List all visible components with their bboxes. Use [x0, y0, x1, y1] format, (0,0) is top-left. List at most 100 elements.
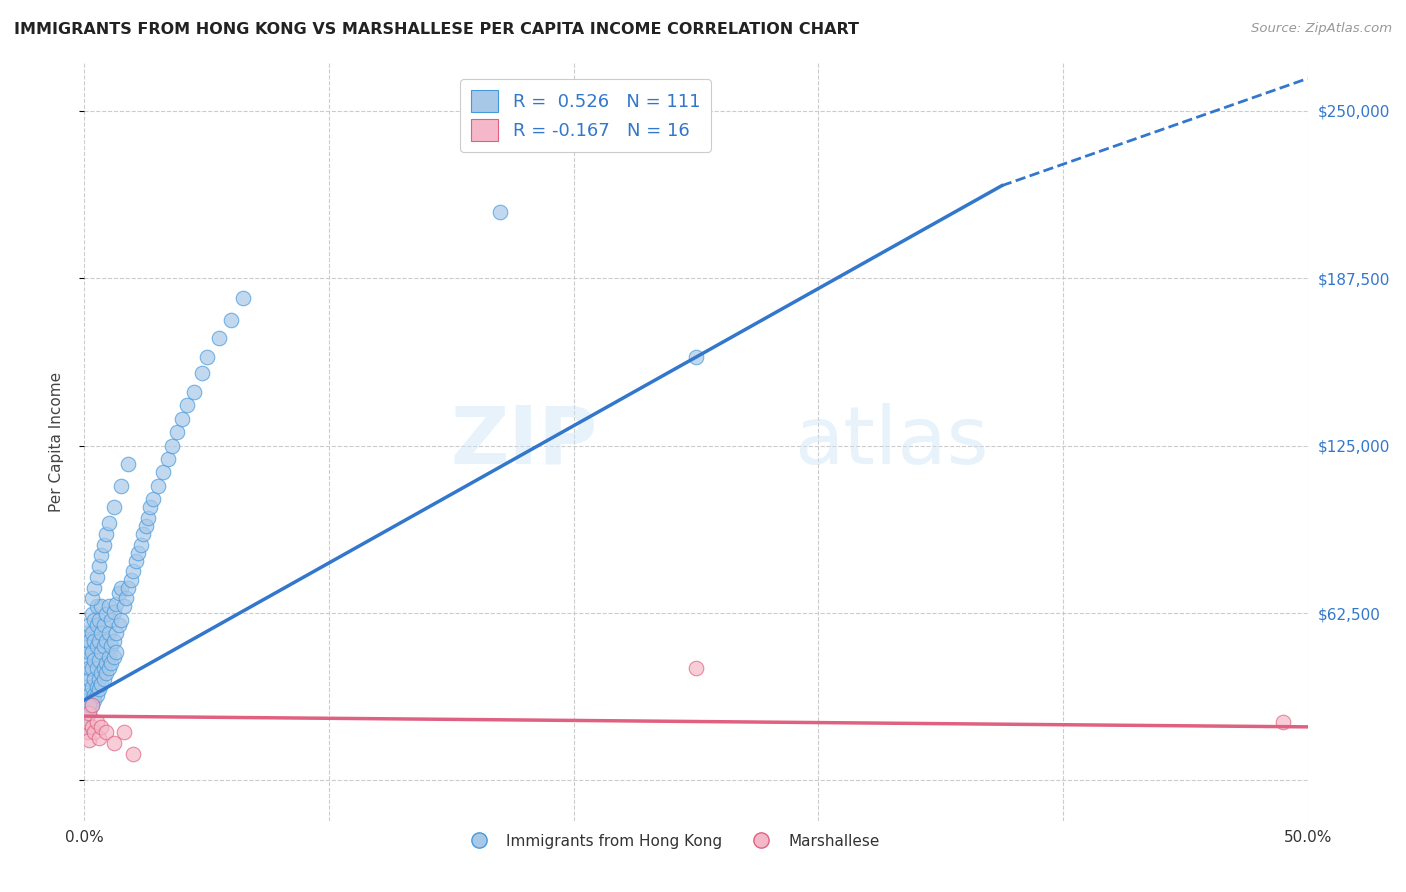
Point [76, 680, 98, 694]
Text: Source: ZipAtlas.com: Source: ZipAtlas.com [1251, 22, 1392, 36]
Point [117, 581, 139, 595]
Point [87, 653, 110, 667]
Point [115, 591, 138, 606]
Text: IMMIGRANTS FROM HONG KONG VS MARSHALLESE PER CAPITA INCOME CORRELATION CHART: IMMIGRANTS FROM HONG KONG VS MARSHALLESE… [14, 22, 859, 37]
Point [83, 672, 105, 686]
Point [80, 607, 103, 622]
Text: atlas: atlas [794, 402, 988, 481]
Point [77, 688, 100, 702]
Point [76, 653, 98, 667]
Point [77, 645, 100, 659]
Point [80, 591, 103, 606]
Point [685, 661, 707, 675]
Point [103, 736, 125, 750]
Point [96, 634, 118, 648]
Point [86, 640, 108, 654]
Point [1272, 714, 1295, 729]
Point [489, 205, 512, 219]
Point [97, 599, 120, 614]
Point [80, 645, 103, 659]
Point [90, 626, 112, 640]
Point [110, 613, 132, 627]
Point [83, 725, 105, 739]
Point [87, 672, 110, 686]
Point [90, 549, 112, 563]
Point [125, 554, 148, 568]
Point [117, 458, 139, 472]
Point [76, 725, 98, 739]
Point [77, 733, 100, 747]
Point [87, 613, 110, 627]
Point [105, 626, 128, 640]
Point [110, 479, 132, 493]
Point [83, 693, 105, 707]
Point [96, 725, 118, 739]
Point [83, 653, 105, 667]
Point [77, 706, 100, 721]
Point [86, 570, 108, 584]
Point [80, 680, 103, 694]
Point [100, 640, 122, 654]
Point [685, 350, 707, 364]
Point [77, 661, 100, 675]
Point [146, 479, 169, 493]
Point [142, 492, 165, 507]
Point [136, 511, 159, 525]
Point [122, 565, 145, 579]
Point [87, 634, 110, 648]
Point [132, 527, 155, 541]
Point [103, 605, 125, 619]
Point [80, 720, 103, 734]
Text: ZIP: ZIP [451, 402, 598, 481]
Point [100, 656, 122, 670]
Point [90, 666, 112, 681]
Point [103, 634, 125, 648]
Point [139, 500, 162, 515]
Point [110, 581, 132, 595]
Point [87, 731, 110, 745]
Y-axis label: Per Capita Income: Per Capita Income [49, 371, 63, 512]
Point [80, 693, 103, 707]
Point [97, 661, 120, 675]
Point [120, 573, 142, 587]
Point [103, 650, 125, 665]
Point [191, 366, 214, 380]
Point [208, 331, 231, 345]
Point [83, 581, 105, 595]
Point [107, 586, 129, 600]
Point [77, 698, 100, 713]
Point [127, 546, 149, 560]
Point [232, 291, 254, 305]
Point [93, 538, 115, 552]
Point [176, 398, 198, 412]
Point [107, 618, 129, 632]
Point [129, 538, 152, 552]
Point [86, 618, 108, 632]
Point [93, 661, 115, 675]
Point [76, 640, 98, 654]
Point [86, 661, 108, 675]
Point [86, 714, 108, 729]
Point [77, 706, 100, 721]
Point [166, 425, 188, 439]
Point [105, 597, 128, 611]
Point [93, 672, 115, 686]
Point [195, 350, 218, 364]
Point [77, 672, 100, 686]
Point [172, 411, 194, 425]
Point [100, 613, 122, 627]
Point [135, 519, 157, 533]
Point [87, 559, 110, 574]
Point [77, 698, 100, 713]
Point [76, 714, 98, 729]
Point [80, 698, 103, 713]
Point [76, 714, 98, 729]
Point [80, 698, 103, 713]
Point [83, 688, 105, 702]
Point [93, 640, 115, 654]
Point [77, 618, 100, 632]
Point [219, 312, 242, 326]
Point [86, 599, 108, 614]
Point [96, 607, 118, 622]
Point [97, 650, 120, 665]
